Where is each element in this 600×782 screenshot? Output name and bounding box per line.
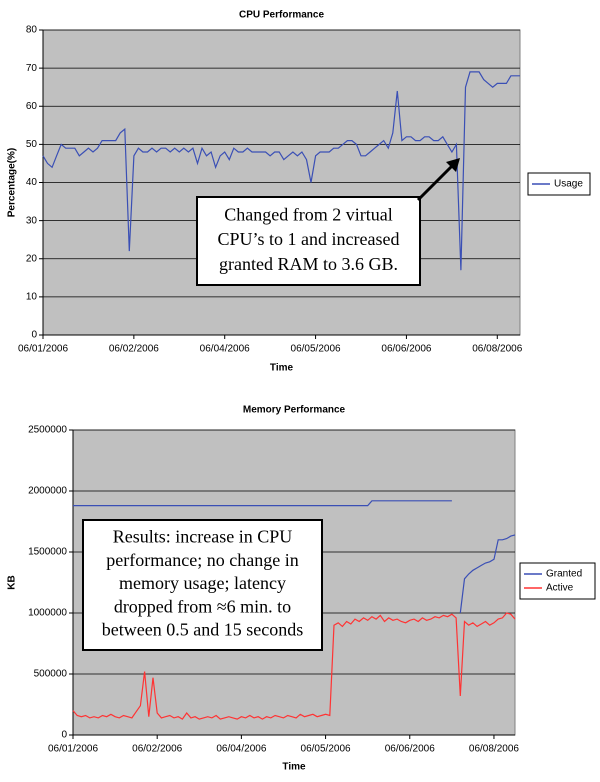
chart-title: Memory Performance [243,405,346,416]
annotation-text: Results: increase in CPU [113,527,292,547]
annotation-text: granted RAM to 3.6 GB. [219,254,398,274]
data-line [72,612,516,720]
x-tick-label: 06/08/2006 [469,744,519,755]
y-tick-label: 0 [61,730,67,741]
y-tick-label: 500000 [34,669,68,680]
legend-box [519,562,596,600]
annotation-box [196,196,421,286]
y-axis-label: KB [7,575,18,589]
annotation-text: dropped from ≈6 min. to [114,596,291,616]
x-tick-label: 06/01/2006 [48,744,98,755]
x-tick-label: 06/04/2006 [216,744,266,755]
legend-label: Usage [554,179,583,190]
x-tick-label: 06/08/2006 [472,344,522,355]
data-line [459,534,516,614]
y-tick-label: 10 [26,292,38,303]
x-tick-label: 06/01/2006 [18,344,68,355]
y-tick-label: 50 [26,139,38,150]
y-tick-label: 80 [26,25,38,36]
x-tick-label: 06/02/2006 [109,344,159,355]
x-tick-label: 06/04/2006 [200,344,250,355]
x-tick-label: 06/05/2006 [301,744,351,755]
y-tick-label: 1500000 [28,547,67,558]
y-tick-label: 2000000 [28,486,67,497]
chart-title: CPU Performance [239,10,324,21]
x-tick-label: 06/02/2006 [132,744,182,755]
annotation-arrow [416,162,456,202]
x-tick-label: 06/05/2006 [291,344,341,355]
y-axis-label: Percentage(%) [7,148,18,217]
y-tick-label: 1000000 [28,608,67,619]
x-tick-label: 06/06/2006 [385,744,435,755]
x-axis-label: Time [270,363,294,374]
y-tick-label: 0 [31,330,37,341]
annotation-box [82,519,323,651]
legend-box [527,172,591,196]
y-tick-label: 20 [26,253,38,264]
legend-label: Active [546,583,574,594]
data-line [73,500,452,507]
y-tick-label: 2500000 [28,425,67,436]
y-tick-label: 30 [26,215,38,226]
x-tick-label: 06/06/2006 [381,344,431,355]
annotation-text: memory usage; latency [119,573,286,593]
legend-label: Granted [546,569,582,580]
y-tick-label: 60 [26,101,38,112]
annotation-text: between 0.5 and 15 seconds [102,620,303,640]
x-axis-label: Time [282,762,306,773]
y-tick-label: 70 [26,63,38,74]
data-line [42,71,520,271]
annotation-text: performance; no change in [106,550,298,570]
arrow-head [446,158,460,172]
y-tick-label: 40 [26,177,38,188]
annotation-text: CPU’s to 1 and increased [218,229,400,249]
annotation-text: Changed from 2 virtual [224,204,392,224]
